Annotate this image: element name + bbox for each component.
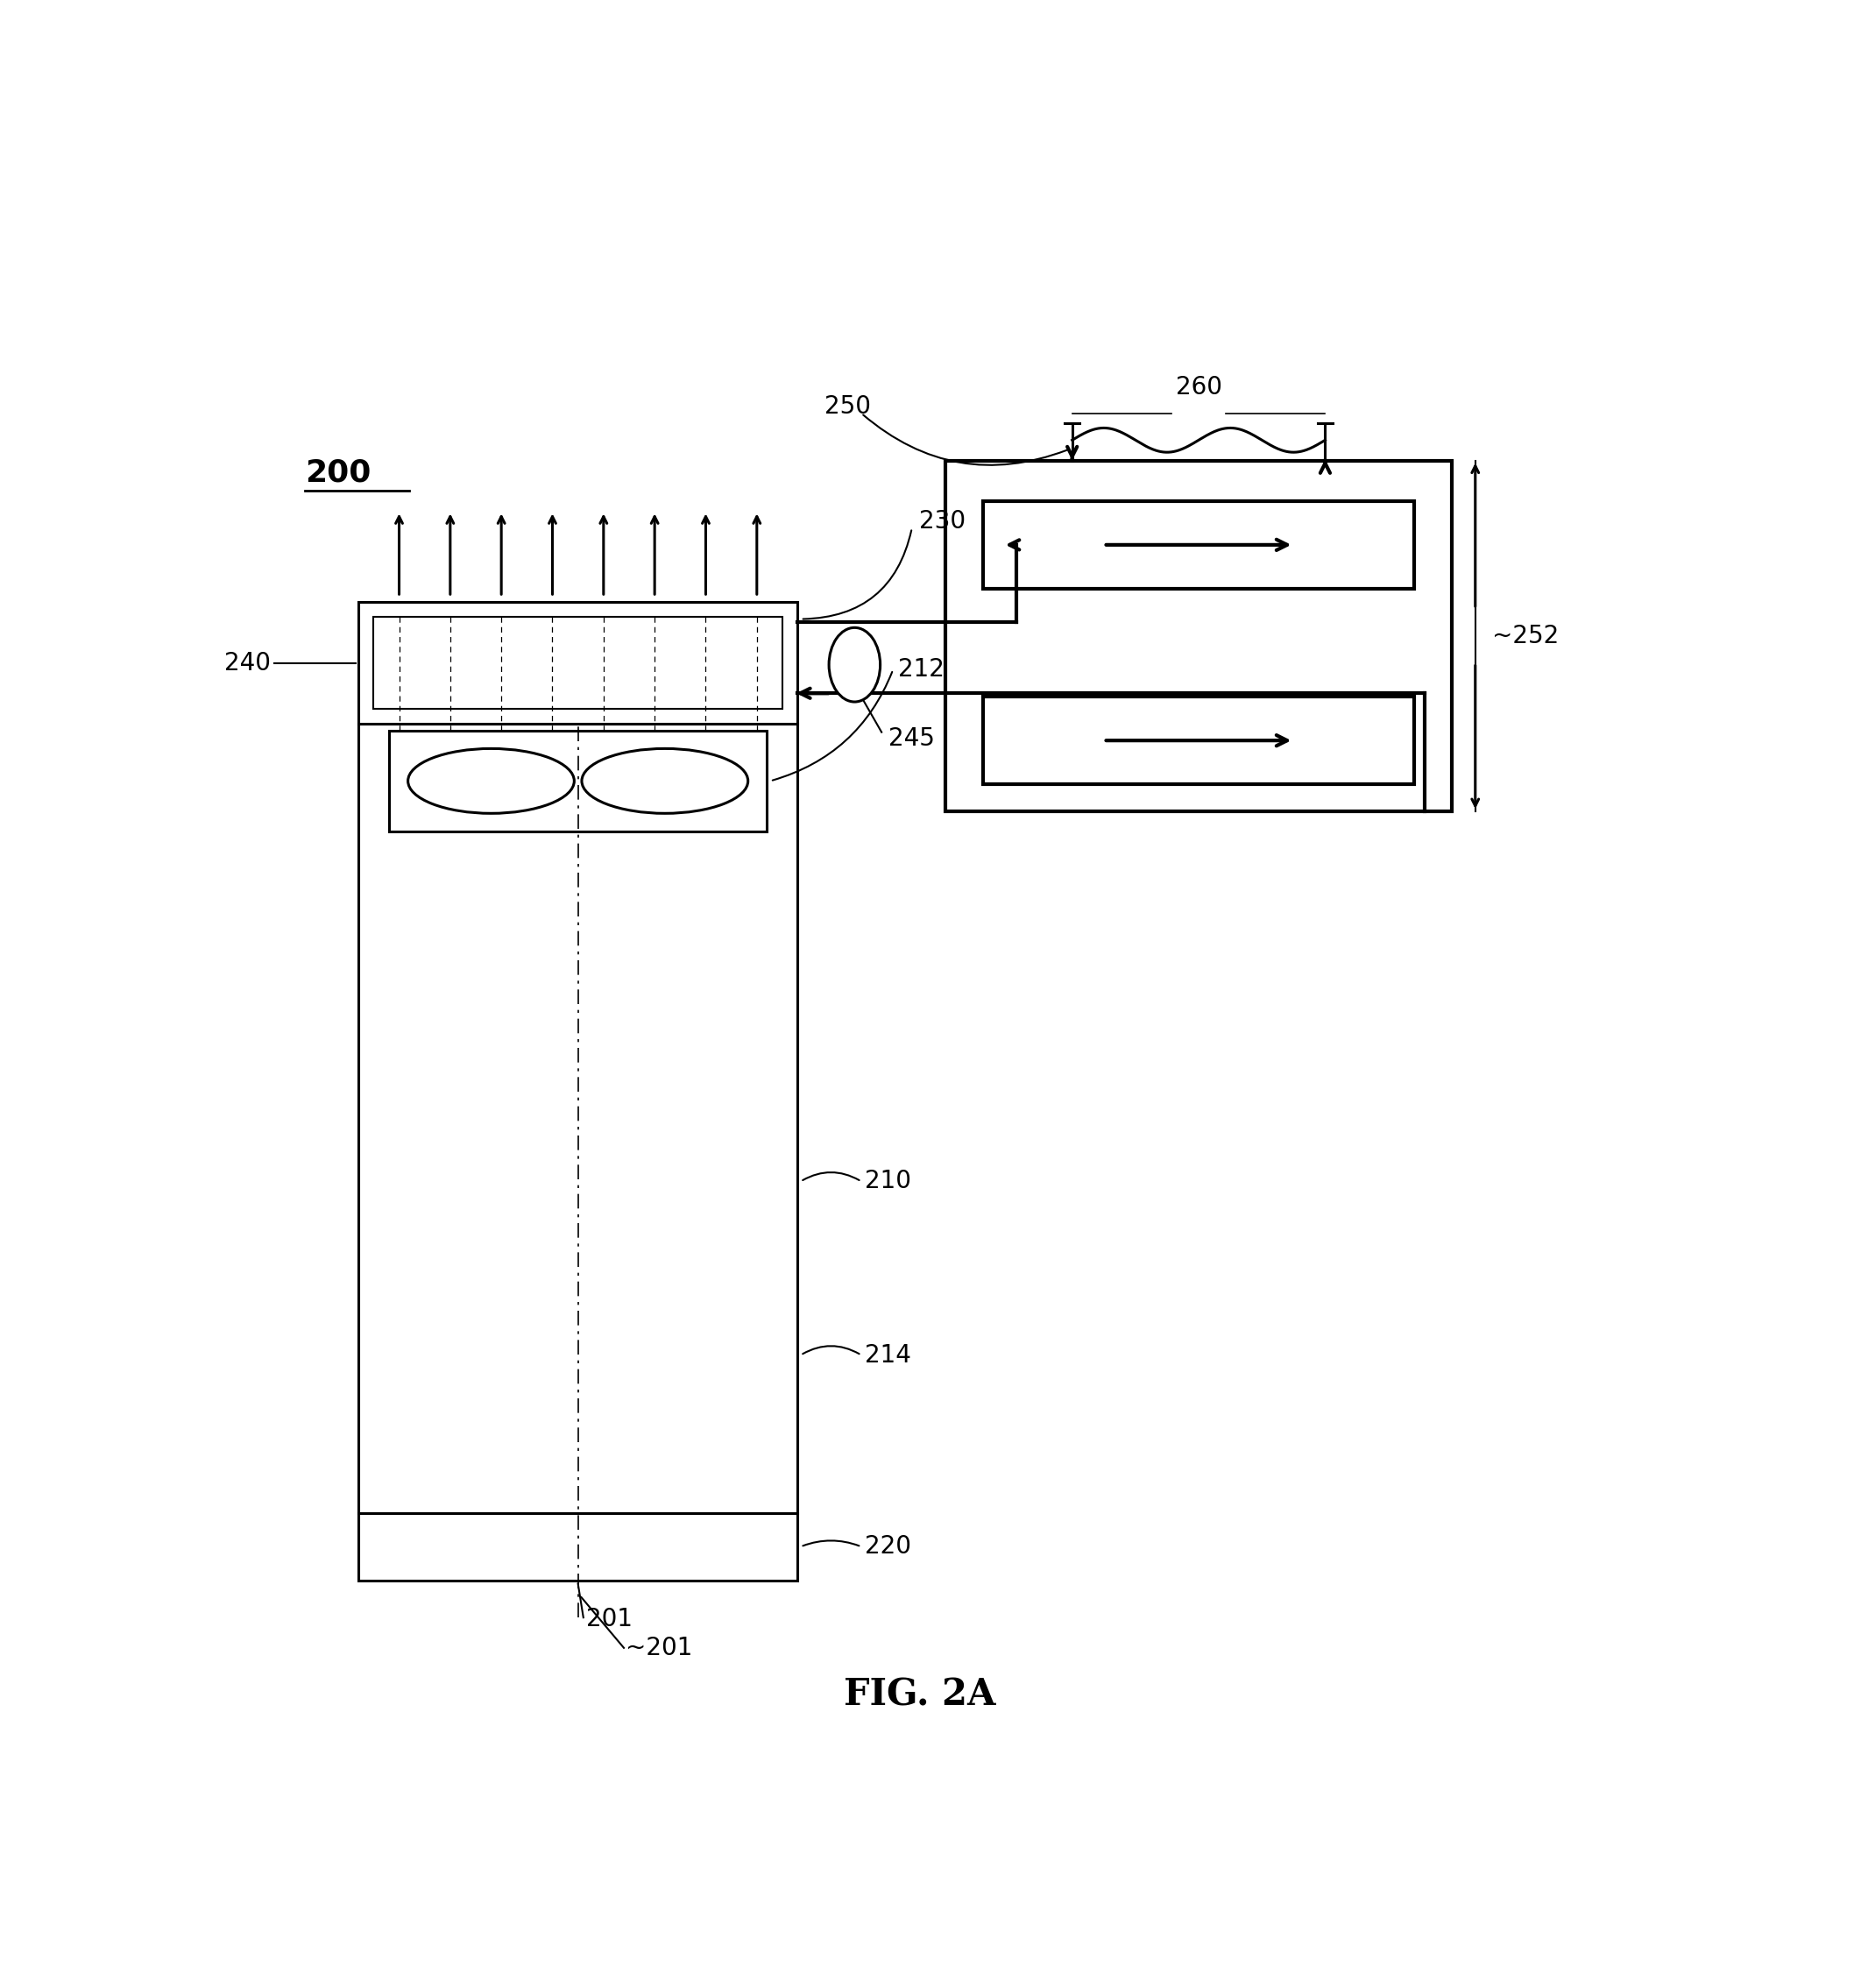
Bar <box>945 461 1452 811</box>
Bar <box>359 602 797 724</box>
Text: 210: 210 <box>865 1169 912 1193</box>
Text: 250: 250 <box>824 394 871 419</box>
Text: FIG. 2A: FIG. 2A <box>845 1676 996 1714</box>
Bar <box>983 501 1414 588</box>
Text: 230: 230 <box>919 509 966 533</box>
Text: 201: 201 <box>586 1606 633 1632</box>
Ellipse shape <box>828 628 880 702</box>
Text: 220: 220 <box>865 1535 912 1559</box>
Text: 214: 214 <box>865 1342 912 1368</box>
Bar <box>359 724 797 1513</box>
Text: 200: 200 <box>305 457 370 487</box>
Ellipse shape <box>582 749 748 813</box>
Text: 240: 240 <box>225 650 272 676</box>
Bar <box>983 696 1414 785</box>
Ellipse shape <box>408 749 575 813</box>
Text: ~201: ~201 <box>625 1636 692 1660</box>
Text: 260: 260 <box>1176 376 1223 400</box>
Bar <box>389 730 767 831</box>
Text: 212: 212 <box>899 658 945 682</box>
Bar <box>359 1513 797 1580</box>
Bar <box>374 616 782 710</box>
Text: ~252: ~252 <box>1493 624 1560 648</box>
Text: 245: 245 <box>888 728 934 751</box>
